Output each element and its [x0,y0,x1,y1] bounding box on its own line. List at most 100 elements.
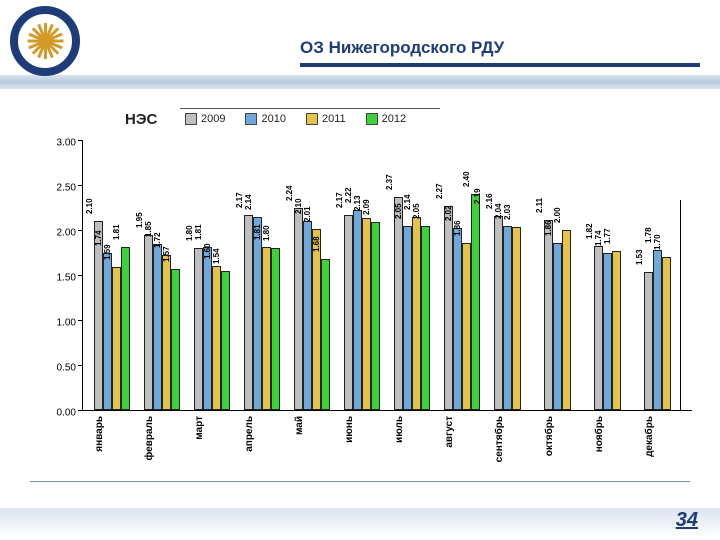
bar-value-label: 2.22 [344,194,353,203]
bar [321,259,330,410]
bar-value-label: 1.57 [162,253,171,262]
legend-rule [180,108,440,109]
bar [644,272,653,410]
bar [312,229,321,410]
bar [594,246,603,410]
bar [271,248,280,410]
bar-value-label: 2.01 [303,213,312,222]
bar-value-label: 1.86 [453,227,462,236]
bar [412,217,421,410]
legend-label: 2012 [382,113,406,125]
bar [421,226,430,411]
bar-value-label: 1.60 [203,250,212,259]
bar-value-label: 2.09 [362,206,371,215]
bar [553,243,562,410]
x-axis-label: январь [94,416,105,476]
bar [253,217,262,410]
bar [603,253,612,410]
bar-value-label: 1.74 [94,237,103,246]
footer-rule [30,481,690,482]
header-stripe [0,75,720,89]
bar [94,221,103,410]
bar-value-label: 1.78 [644,234,653,243]
bar [344,215,353,410]
x-axis-label: май [294,416,305,476]
x-axis-label: июнь [344,416,355,476]
bar-value-label: 2.17 [235,199,244,208]
bar-value-label: 1.77 [603,235,612,244]
bar-value-label: 1.80 [262,232,271,241]
legend-swatch [366,113,378,125]
bar-value-label: 2.10 [85,205,94,214]
bar [444,206,453,410]
bar-value-label: 2.10 [294,205,303,214]
bar-value-label: 1.85 [144,228,153,237]
legend-item: 2012 [366,113,406,125]
bar-value-label: 2.24 [285,192,294,201]
bar [362,218,371,410]
bar [494,216,503,410]
bar [562,230,571,410]
bar [144,235,153,411]
bar [203,247,212,410]
bar-value-label: 2.17 [335,199,344,208]
legend-swatch [306,113,318,125]
bar-value-label: 2.02 [444,212,453,221]
bar-value-label: 1.59 [103,251,112,260]
bar [212,266,221,410]
bar [453,228,462,410]
bar-value-label: 2.27 [435,190,444,199]
bar [544,220,553,410]
bar-value-label: 1.81 [253,231,262,240]
bar-value-label: 1.95 [135,219,144,228]
bar [612,251,621,410]
legend: 2009 2010 2011 2012 [185,113,406,125]
bar [262,247,271,410]
x-axis-label: ноябрь [594,416,605,476]
bar-value-label: 1.82 [585,230,594,239]
x-axis-label: июль [394,416,405,476]
legend-item: 2011 [306,113,346,125]
bar-value-label: 1.68 [312,243,321,252]
bar [294,208,303,410]
bar-value-label: 1.81 [194,231,203,240]
bar [221,271,230,410]
y-axis-label: 0.50 [57,363,76,374]
legend-swatch [185,113,197,125]
bar-value-label: 2.13 [353,202,362,211]
bar [653,250,662,410]
y-axis-label: 0.00 [57,408,76,419]
x-axis [82,410,692,411]
logo-icon [10,6,80,76]
bar-value-label: 1.81 [112,231,121,240]
bar-value-label: 1.74 [594,237,603,246]
bar-value-label: 1.80 [185,232,194,241]
footer-fade [0,508,720,540]
x-axis-label: декабрь [644,416,655,476]
bar-value-label: 2.04 [494,210,503,219]
page-title: ОЗ Нижегородского РДУ [300,38,504,58]
legend-label: 2010 [261,113,285,125]
bar-value-label: 1.86 [544,227,553,236]
bar [662,257,671,410]
legend-swatch [245,113,257,125]
legend-item: 2010 [245,113,285,125]
page-number: 34 [676,509,698,532]
bar [303,221,312,410]
bar [153,244,162,411]
bar-value-label: 1.54 [212,255,221,264]
bar [112,267,121,410]
bar-value-label: 2.11 [535,204,544,213]
bar [403,226,412,411]
bar-value-label: 2.00 [553,214,562,223]
legend-label: 2009 [201,113,225,125]
bar [103,253,112,410]
chart-subtitle: НЭС [125,111,157,128]
bar [394,197,403,410]
bar [512,227,521,410]
slide: ОЗ Нижегородского РДУ НЭС 20092010201120… [0,0,720,540]
bar [162,255,171,410]
x-axis-label: октябрь [544,416,555,476]
bar [471,194,480,410]
bar-value-label: 2.19 [473,195,482,204]
